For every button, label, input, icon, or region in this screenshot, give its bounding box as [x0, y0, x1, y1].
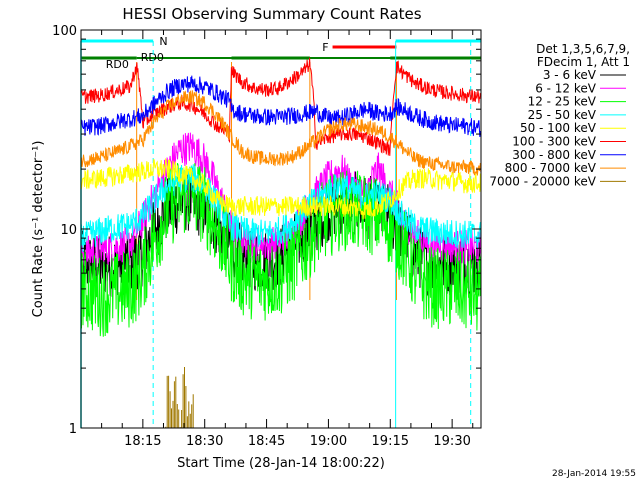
legend-label: 50 - 100 keV [520, 121, 597, 135]
x-tick-label: 18:45 [248, 434, 285, 449]
series-line-300-800-keV [81, 75, 481, 137]
y-axis-label: Count Rate (s⁻¹ detector⁻¹) [31, 141, 46, 318]
night-bar-label: N [159, 35, 167, 48]
flare-bar-label: F [322, 41, 328, 54]
legend-label: 3 - 6 keV [543, 68, 597, 82]
x-tick-label: 19:30 [433, 434, 470, 449]
x-tick-label: 19:00 [310, 434, 347, 449]
legend-header-line: Det 1,3,5,6,7,9, [536, 42, 630, 56]
legend-label: 100 - 300 keV [512, 135, 596, 149]
series-line-100-300-keV [81, 57, 481, 156]
legend-label: 12 - 25 keV [528, 95, 597, 109]
legend-label: 25 - 50 keV [528, 108, 597, 122]
series-lines [81, 57, 481, 428]
series-line-12-25-keV [81, 162, 481, 337]
y-tick-label: 1 [69, 422, 77, 437]
legend-header-line: FDecim 1, Att 1 [537, 55, 630, 69]
x-tick-label: 18:30 [186, 434, 223, 449]
status-bars: N F RD0 RD0 [81, 35, 481, 71]
x-axis-label: Start Time (28-Jan-14 18:00:22) [177, 456, 385, 471]
footer-timestamp: 28-Jan-2014 19:55 [552, 469, 636, 479]
legend-label: 300 - 800 keV [512, 148, 596, 162]
saa-bar-label: RD0 [106, 58, 129, 71]
chart-title: HESSI Observing Summary Count Rates [122, 5, 421, 23]
series-line-50-100-keV [81, 157, 481, 220]
y-tick-label: 100 [52, 24, 77, 39]
y-tick-label: 10 [60, 223, 77, 238]
x-tick-label: 18:15 [124, 434, 161, 449]
series-line-25-50-keV [81, 164, 481, 253]
legend-label: 6 - 12 keV [535, 81, 597, 95]
legend-label: 800 - 7000 keV [505, 161, 597, 175]
axes: 1 10 100 18:15 18:30 18:45 19:00 19:15 19:30 [52, 24, 481, 449]
legend: Det 1,3,5,6,7,9,FDecim 1, Att 13 - 6 keV… [489, 42, 630, 188]
saa-bar-label: RD0 [141, 51, 164, 64]
x-tick-label: 19:15 [372, 434, 409, 449]
series-line-7000-20000-keV [165, 367, 194, 428]
legend-label: 7000 - 20000 keV [489, 174, 596, 188]
series-line-800-7000-keV [81, 90, 481, 176]
